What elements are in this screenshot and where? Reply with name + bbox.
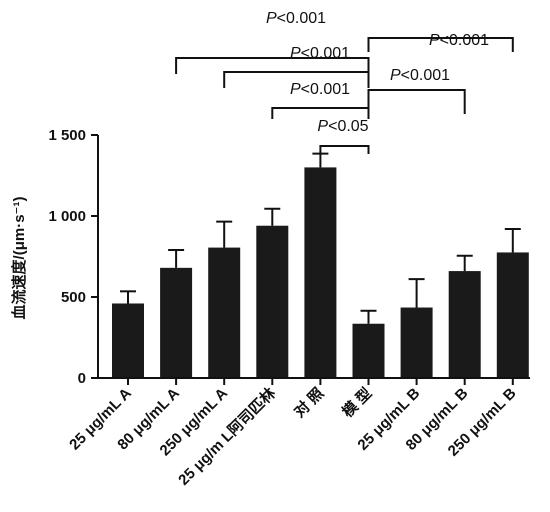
y-tick-label: 500 [61,289,86,306]
significance-bracket [367,37,514,52]
y-tick-label: 1 000 [48,208,86,225]
bar [112,303,144,378]
significance-label: P<0.001 [266,10,326,27]
x-tick-label: 模 型 [338,384,375,421]
significance-bracket [223,71,370,88]
bar [160,267,193,378]
significance-label: P<0.001 [390,67,450,84]
y-tick-label: 0 [78,370,86,387]
bars [112,152,529,378]
bar [496,252,529,378]
bar [448,271,481,378]
significance-bracket [319,145,370,154]
bar [352,323,385,378]
bar [304,167,337,378]
significance-bracket [175,57,370,74]
y-axis-label: 血流速度/(μm·s⁻¹) [10,197,28,320]
bar [256,225,289,378]
significance-bracket [367,89,466,114]
bar [400,307,433,378]
y-tick-label: 1 500 [48,127,86,144]
x-tick-label: 对 照 [290,384,327,421]
bar [208,247,241,378]
significance-label: P<0.001 [290,45,350,62]
significance-label: P<0.001 [290,81,350,98]
significance-annotations: P<0.05 P<0.001 P<0.001 P<0.001 P<0.001 P<0.00… [175,10,514,154]
significance-label: P<0.05 [317,118,368,135]
significance-label: P<0.001 [429,32,489,49]
